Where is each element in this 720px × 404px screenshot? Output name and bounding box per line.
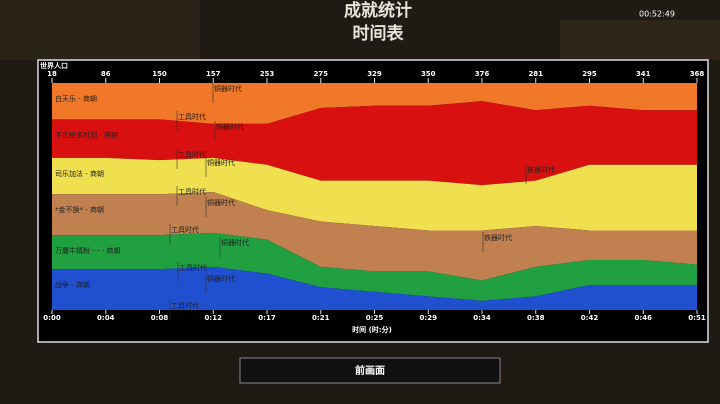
x-tick-label: 0:17 xyxy=(258,314,276,322)
x-tick-label: 0:08 xyxy=(151,314,169,322)
button[interactable] xyxy=(239,357,501,384)
player-name: 不正经多时刻 - 商朝 xyxy=(55,130,118,139)
player-band xyxy=(52,232,697,301)
age-label: 铜器时代 xyxy=(207,274,235,283)
age-label: 工具时代 xyxy=(178,150,206,159)
x-tick-label: 0:21 xyxy=(312,314,330,322)
population-label: 281 xyxy=(528,70,543,78)
population-label: 18 xyxy=(47,70,57,78)
player-name: 万屠牛精粉 - - - 商朝 xyxy=(55,246,120,255)
x-tick-label: 0:34 xyxy=(473,314,491,322)
x-tick-label: 0:38 xyxy=(527,314,545,322)
age-label: 铁器时代 xyxy=(484,233,512,242)
player-name: 战争 - 商朝 xyxy=(55,280,90,289)
player-name: 司乐加法 - 商朝 xyxy=(55,169,104,178)
x-tick-label: 0:25 xyxy=(366,314,384,322)
player-band xyxy=(52,266,697,310)
population-label: 341 xyxy=(636,70,651,78)
x-tick-label: 0:00 xyxy=(43,314,61,322)
population-label: 368 xyxy=(690,70,705,78)
population-label: 376 xyxy=(475,70,490,78)
age-label: 工具时代 xyxy=(178,112,206,121)
age-label: 工具时代 xyxy=(171,301,199,310)
population-label: 350 xyxy=(421,70,436,78)
button-label[interactable]: 前画面 xyxy=(355,364,385,377)
age-label: 铜器时代 xyxy=(216,122,244,131)
player-band xyxy=(52,191,697,281)
population-label: 253 xyxy=(260,70,275,78)
x-tick-label: 0:46 xyxy=(635,314,653,322)
age-label: 铁器时代 xyxy=(527,165,555,174)
player-name: 白天乐 - 商朝 xyxy=(55,94,97,103)
age-label: 铜器时代 xyxy=(214,84,242,93)
decor xyxy=(0,0,200,60)
x-tick-label: 0:04 xyxy=(97,314,115,322)
age-label: 工具时代 xyxy=(179,263,207,272)
population-label: 275 xyxy=(313,70,328,78)
clock: 00:52:49 xyxy=(639,10,675,19)
x-tick-label: 0:42 xyxy=(581,314,599,322)
age-label: 工具时代 xyxy=(178,187,206,196)
title: 成就统计 xyxy=(344,0,412,21)
age-label: 铜器时代 xyxy=(221,238,249,247)
subtitle: 时间表 xyxy=(353,23,405,44)
x-tick-label: 0:51 xyxy=(688,314,706,322)
population-label: 157 xyxy=(206,70,221,78)
decor xyxy=(560,20,720,60)
player-band xyxy=(52,101,697,186)
population-label: 295 xyxy=(582,70,597,78)
population-label: 86 xyxy=(101,70,111,78)
population-label: 329 xyxy=(367,70,382,78)
x-axis-title: 时间 (时:分) xyxy=(352,325,392,334)
player-band xyxy=(52,157,697,231)
x-tick-label: 0:29 xyxy=(420,314,438,322)
x-tick-label: 0:12 xyxy=(205,314,223,322)
chart-label: 世界人口 xyxy=(40,61,68,70)
age-label: 铜器时代 xyxy=(207,198,235,207)
age-label: 工具时代 xyxy=(171,225,199,234)
population-label: 150 xyxy=(152,70,167,78)
age-label: 铜器时代 xyxy=(207,158,235,167)
player-name: *金不换* - 商朝 xyxy=(55,205,104,214)
